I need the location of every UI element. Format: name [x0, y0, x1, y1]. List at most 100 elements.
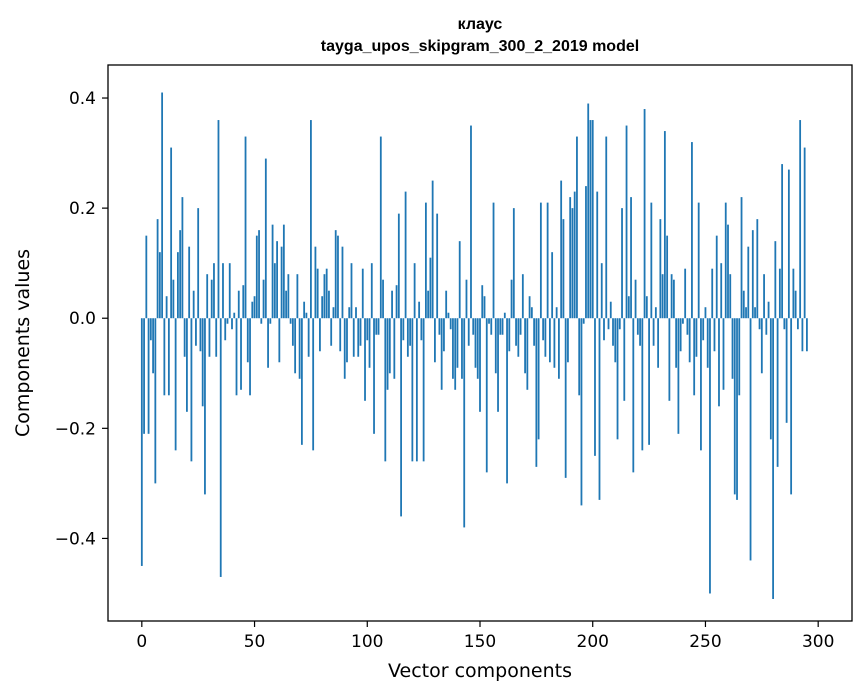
bar-246 — [695, 318, 698, 357]
bar-230 — [659, 219, 662, 319]
bar-106 — [379, 136, 382, 319]
bar-288 — [790, 318, 793, 495]
bar-220 — [636, 318, 639, 335]
bar-206 — [605, 136, 608, 319]
y-tick-label: −0.2 — [55, 419, 96, 439]
bar-38 — [226, 318, 229, 324]
bar-80 — [321, 296, 324, 319]
bar-284 — [781, 164, 784, 319]
bar-157 — [494, 318, 497, 374]
bar-124 — [420, 318, 423, 341]
bar-240 — [682, 318, 684, 324]
bar-78 — [316, 268, 319, 319]
bar-263 — [733, 318, 736, 495]
y-tick-label: −0.4 — [55, 529, 96, 549]
bar-8 — [158, 252, 161, 319]
bar-series — [140, 92, 808, 599]
bar-109 — [386, 318, 389, 390]
bar-21 — [188, 246, 191, 319]
bar-148 — [474, 318, 477, 368]
bar-212 — [618, 318, 621, 330]
bar-161 — [503, 312, 506, 319]
bar-149 — [476, 318, 479, 379]
bar-114 — [397, 213, 400, 319]
bar-293 — [801, 318, 804, 352]
bar-266 — [740, 197, 743, 319]
bar-249 — [702, 318, 705, 341]
bar-207 — [607, 318, 610, 330]
bar-195 — [580, 318, 583, 506]
bar-237 — [675, 318, 678, 368]
bar-27 — [201, 318, 204, 407]
bar-104 — [375, 318, 378, 335]
bar-274 — [758, 318, 761, 330]
x-tick-label: 200 — [577, 632, 609, 652]
bar-205 — [603, 318, 605, 341]
bar-128 — [429, 257, 432, 319]
bar-265 — [738, 318, 741, 396]
bar-83 — [328, 290, 330, 319]
bar-54 — [262, 279, 265, 319]
bar-125 — [422, 318, 425, 462]
bar-119 — [409, 318, 412, 346]
bar-25 — [197, 208, 200, 319]
bar-156 — [492, 202, 495, 319]
bar-244 — [691, 142, 693, 319]
bar-35 — [219, 318, 222, 577]
bar-165 — [512, 208, 515, 319]
bar-16 — [176, 252, 179, 319]
bar-186 — [560, 180, 563, 319]
bar-155 — [490, 318, 493, 335]
bar-28 — [204, 318, 206, 495]
bar-143 — [463, 318, 466, 528]
y-tick-label: 0.0 — [69, 309, 96, 329]
bar-200 — [591, 120, 594, 319]
bar-116 — [402, 318, 405, 341]
bar-96 — [357, 318, 360, 357]
bar-56 — [267, 318, 269, 368]
bar-79 — [319, 318, 321, 352]
bar-120 — [411, 318, 414, 462]
bar-14 — [172, 279, 175, 319]
bar-256 — [718, 318, 720, 407]
bar-131 — [436, 213, 439, 319]
bar-98 — [361, 268, 364, 319]
bar-62 — [280, 246, 283, 319]
bar-160 — [501, 318, 504, 335]
bar-209 — [612, 318, 614, 346]
bar-72 — [303, 301, 306, 319]
bar-61 — [278, 318, 281, 363]
bar-225 — [648, 318, 650, 445]
bar-146 — [470, 125, 472, 319]
bar-164 — [510, 279, 513, 319]
bar-90 — [343, 318, 346, 379]
bar-144 — [465, 279, 468, 319]
bar-41 — [233, 312, 236, 319]
bar-127 — [427, 290, 430, 319]
bar-111 — [391, 290, 393, 319]
bar-251 — [706, 318, 709, 368]
bar-75 — [310, 120, 312, 319]
bar-44 — [240, 318, 242, 390]
bar-222 — [641, 318, 644, 451]
bar-158 — [497, 318, 499, 412]
bar-118 — [406, 318, 409, 357]
bar-245 — [693, 318, 696, 396]
bar-235 — [670, 274, 673, 319]
bar-31 — [210, 279, 213, 319]
bar-46 — [244, 136, 247, 319]
bar-282 — [776, 318, 779, 467]
bar-66 — [289, 318, 292, 324]
bar-203 — [598, 318, 601, 500]
bar-234 — [668, 318, 671, 401]
bar-163 — [508, 318, 511, 352]
bar-2 — [145, 235, 148, 319]
bar-53 — [260, 318, 263, 324]
bar-278 — [767, 301, 770, 319]
bar-92 — [348, 307, 351, 319]
bar-117 — [404, 191, 407, 319]
bar-103 — [373, 318, 375, 434]
bar-285 — [783, 318, 786, 330]
bar-231 — [661, 274, 664, 319]
bar-248 — [700, 318, 702, 451]
